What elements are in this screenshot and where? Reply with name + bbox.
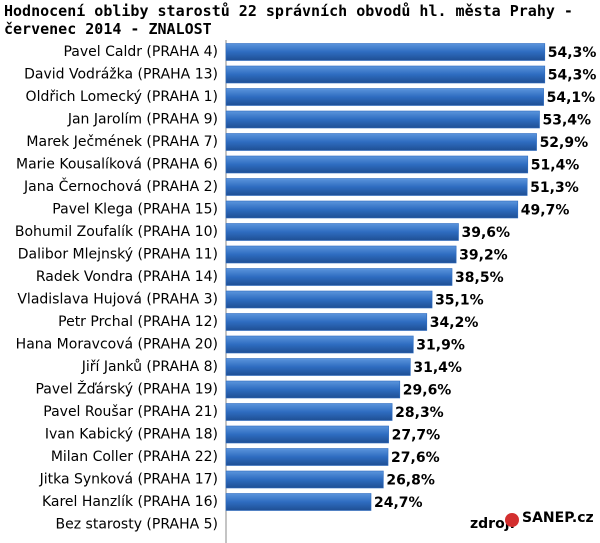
category-label: Marek Ječmének (PRAHA 7) — [26, 134, 218, 150]
value-label: 24,7% — [374, 495, 423, 511]
value-label: 54,3% — [548, 45, 597, 61]
category-label: Milan Coller (PRAHA 22) — [51, 449, 218, 465]
bar — [225, 88, 544, 106]
bar — [225, 358, 411, 376]
value-label: 49,7% — [521, 203, 570, 219]
category-label: Pavel Roušar (PRAHA 21) — [43, 404, 218, 420]
bar — [225, 245, 457, 264]
value-label: 31,9% — [416, 338, 465, 354]
source: SANEP.cz — [522, 510, 594, 526]
category-label: Pavel Klega (PRAHA 15) — [52, 202, 218, 218]
value-label: 51,4% — [531, 158, 580, 174]
logo-icon — [505, 513, 519, 527]
value-label: 34,2% — [430, 315, 479, 331]
bar — [225, 403, 393, 421]
category-label: David Vodrážka (PRAHA 13) — [24, 67, 218, 83]
value-label: 54,3% — [548, 68, 597, 84]
value-label: 27,6% — [391, 450, 440, 466]
category-label: Marie Kousalíková (PRAHA 6) — [16, 157, 218, 173]
value-label: 35,1% — [435, 293, 484, 309]
category-label: Vladislava Hujová (PRAHA 3) — [17, 292, 218, 308]
category-label: Petr Prchal (PRAHA 12) — [58, 314, 218, 330]
bar — [225, 200, 519, 219]
bar — [225, 65, 546, 84]
bar — [225, 313, 428, 331]
category-label: Bohumil Zoufalík (PRAHA 10) — [15, 224, 218, 240]
bar — [225, 43, 546, 61]
category-label: Pavel Žďárský (PRAHA 19) — [35, 380, 218, 398]
category-label: Ivan Kabický (PRAHA 18) — [45, 427, 218, 443]
bar — [225, 110, 540, 129]
bar — [225, 335, 414, 354]
category-label: Jana Černochová (PRAHA 2) — [23, 177, 218, 195]
category-label: Hana Moravcová (PRAHA 20) — [16, 337, 218, 353]
value-label: 52,9% — [540, 135, 589, 151]
value-label: 51,3% — [530, 180, 579, 196]
category-label: Jiří Janků (PRAHA 8) — [81, 359, 218, 375]
bar — [225, 470, 384, 489]
category-label: Bez starosty (PRAHA 5) — [56, 517, 218, 533]
bar — [225, 290, 433, 309]
category-label: Radek Vondra (PRAHA 14) — [36, 269, 218, 285]
bar — [225, 178, 528, 196]
bar — [225, 448, 389, 466]
bar — [225, 268, 453, 286]
bar — [225, 425, 389, 444]
value-label: 39,2% — [459, 248, 508, 264]
value-label: 28,3% — [395, 405, 444, 421]
bar — [225, 223, 459, 241]
value-label: 31,4% — [413, 360, 462, 376]
category-label: Pavel Caldr (PRAHA 4) — [63, 44, 218, 60]
category-label: Oldřich Lomecký (PRAHA 1) — [26, 89, 218, 105]
value-label: 53,4% — [543, 113, 592, 129]
bar — [225, 155, 529, 174]
value-label: 27,7% — [392, 428, 441, 444]
chart-title: Hodnocení obliby starostů 22 správních o… — [4, 2, 573, 38]
bar — [225, 493, 372, 511]
value-label: 29,6% — [403, 383, 452, 399]
bar — [225, 133, 537, 151]
value-label: 26,8% — [386, 473, 435, 489]
bar — [225, 380, 401, 399]
category-label: Dalibor Mlejnský (PRAHA 11) — [18, 247, 218, 263]
source-label: zdroj: — [470, 516, 515, 532]
value-label: 39,6% — [461, 225, 510, 241]
value-label: 38,5% — [455, 270, 504, 286]
category-label: Karel Hanzlík (PRAHA 16) — [42, 494, 218, 510]
category-label: Jitka Synková (PRAHA 17) — [39, 472, 218, 488]
value-label: 54,1% — [547, 90, 596, 106]
category-label: Jan Jarolím (PRAHA 9) — [67, 112, 218, 128]
